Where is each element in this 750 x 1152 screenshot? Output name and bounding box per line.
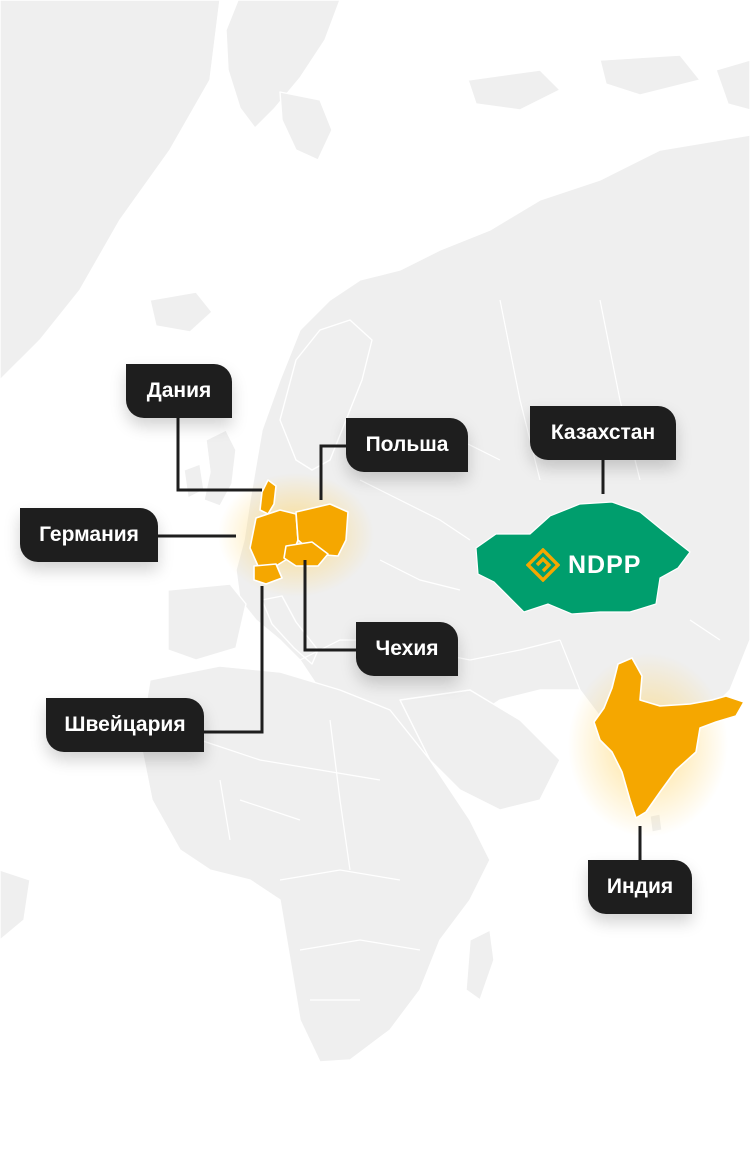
label-germany[interactable]: Германия [20, 508, 158, 562]
poland-connector [319, 444, 346, 500]
label-india[interactable]: Индия [588, 860, 692, 914]
north-america-landmass [0, 0, 221, 381]
denmark-shape [259, 479, 277, 515]
ndpp-logo-text: NDPP [568, 550, 642, 579]
arctic-islands [715, 59, 750, 111]
scandinavia-landmass [279, 319, 373, 471]
ndpp-logo: NDPP [526, 548, 641, 582]
label-czechia[interactable]: Чехия [356, 622, 458, 676]
madagascar-landmass [465, 929, 495, 1001]
czechia-shape [283, 541, 329, 567]
switzerland-connector [204, 586, 264, 734]
label-kazakhstan[interactable]: Казахстан [530, 406, 676, 460]
kazakhstan-shape [475, 501, 691, 615]
czechia-connector [303, 560, 356, 652]
label-denmark[interactable]: Дания [126, 364, 232, 418]
arctic-islands [599, 54, 701, 96]
arctic-islands [467, 69, 561, 111]
denmark-connector [176, 418, 262, 492]
british-isles-landmass [203, 429, 237, 507]
greenland-landmass [225, 0, 341, 129]
label-switzerland[interactable]: Швейцария [46, 698, 204, 752]
ireland-landmass [183, 463, 205, 499]
arctic-islands [279, 91, 333, 161]
arabia-landmass [399, 689, 561, 811]
switzerland-shape [253, 563, 283, 585]
africa-landmass [139, 665, 491, 1063]
south-america-landmass [0, 869, 31, 941]
ndpp-logo-icon [526, 548, 560, 582]
label-poland[interactable]: Польша [346, 418, 468, 472]
iceland-landmass [149, 291, 213, 333]
india-shape [593, 657, 745, 819]
iberia-landmass [167, 583, 247, 661]
